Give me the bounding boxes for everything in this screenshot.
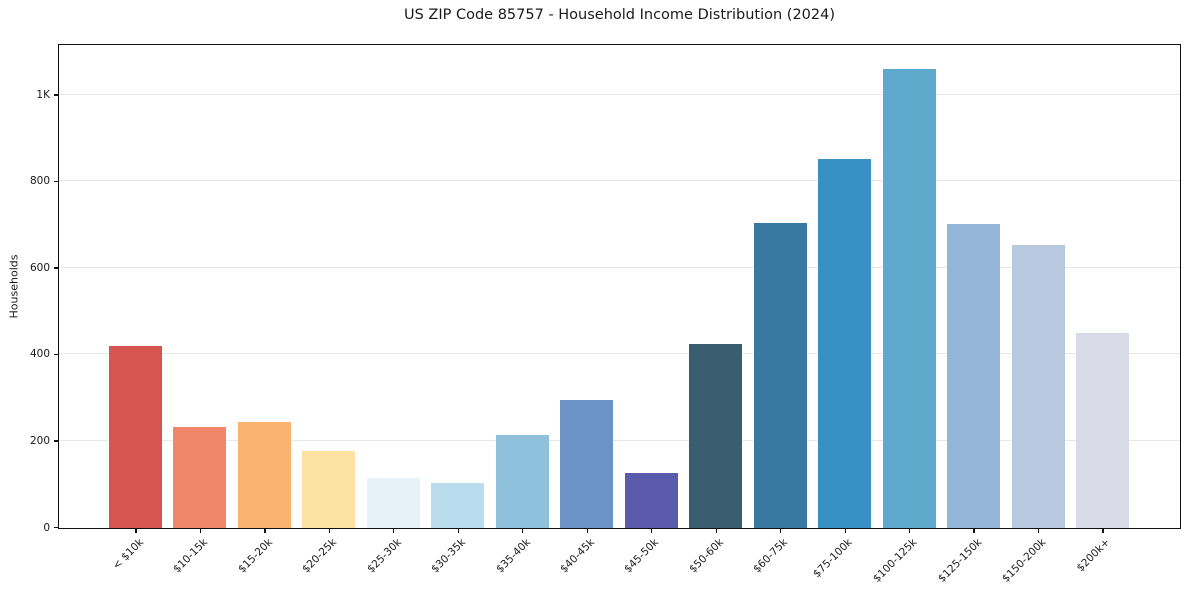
x-tick-mark — [715, 529, 717, 533]
plot-area — [58, 44, 1181, 529]
x-tick-label: $45-50k — [622, 536, 662, 576]
y-tick-mark — [54, 180, 58, 183]
bar — [302, 450, 356, 528]
x-tick-mark — [651, 529, 653, 533]
x-tick-label: $30-35k — [429, 536, 469, 576]
x-tick-mark — [1102, 529, 1104, 533]
gridline — [59, 439, 1180, 441]
bar — [947, 223, 1001, 528]
y-tick-label: 800 — [29, 175, 50, 188]
gridline — [59, 93, 1180, 95]
x-tick-label: $200k+ — [1074, 536, 1113, 575]
bar — [753, 222, 807, 528]
bar — [689, 344, 743, 528]
y-tick-label: 600 — [29, 261, 50, 274]
gridline — [59, 180, 1180, 182]
x-tick-label: $50-60k — [686, 536, 726, 576]
bar — [818, 159, 872, 528]
x-tick-mark — [264, 529, 266, 533]
bar — [882, 69, 936, 528]
x-tick-mark — [586, 529, 588, 533]
bar — [560, 400, 614, 528]
bar — [624, 472, 678, 528]
x-tick-label: $40-45k — [557, 536, 598, 576]
x-tick-label: $25-30k — [364, 536, 404, 576]
y-tick-mark — [54, 353, 58, 356]
x-tick-mark — [1037, 529, 1040, 533]
y-axis-label: Households — [7, 254, 21, 319]
x-tick-mark — [844, 529, 846, 533]
x-tick-label: $15-20k — [235, 536, 275, 576]
x-tick-label: $125-150k — [935, 536, 984, 585]
bar — [237, 421, 291, 528]
x-tick-label: $75-100k — [811, 536, 855, 581]
bar — [173, 427, 227, 528]
y-tick-label: 400 — [29, 348, 50, 361]
bar — [495, 434, 549, 528]
x-tick-mark — [393, 529, 395, 533]
x-tick-label: < $10k — [110, 536, 146, 572]
y-tick-mark — [54, 94, 58, 96]
x-tick-mark — [199, 529, 202, 533]
y-tick-mark — [54, 527, 58, 529]
x-tick-mark — [973, 529, 975, 533]
bar — [366, 478, 420, 528]
bar — [431, 483, 485, 528]
bar — [1011, 244, 1065, 528]
y-tick-label: 0 — [43, 521, 50, 534]
x-tick-mark — [135, 529, 137, 533]
x-tick-mark — [522, 529, 524, 533]
bar — [1076, 333, 1130, 528]
x-tick-label: $10-15k — [171, 536, 211, 576]
y-tick-mark — [54, 440, 58, 442]
x-tick-mark — [457, 529, 459, 533]
x-tick-label: $60-75k — [751, 536, 791, 576]
bar — [108, 346, 162, 528]
x-tick-label: $150-200k — [999, 536, 1049, 585]
gridline — [59, 353, 1180, 355]
x-tick-label: $100-125k — [870, 536, 920, 585]
x-tick-mark — [909, 529, 911, 533]
gridline — [59, 266, 1180, 268]
chart-title: US ZIP Code 85757 - Household Income Dis… — [403, 7, 836, 23]
x-tick-label: $35-40k — [493, 536, 533, 576]
x-tick-label: $20-25k — [300, 536, 340, 576]
y-tick-label: 1K — [36, 88, 50, 101]
x-tick-mark — [780, 529, 782, 533]
y-tick-mark — [54, 267, 58, 269]
x-tick-mark — [328, 529, 330, 533]
y-tick-label: 200 — [29, 434, 50, 447]
